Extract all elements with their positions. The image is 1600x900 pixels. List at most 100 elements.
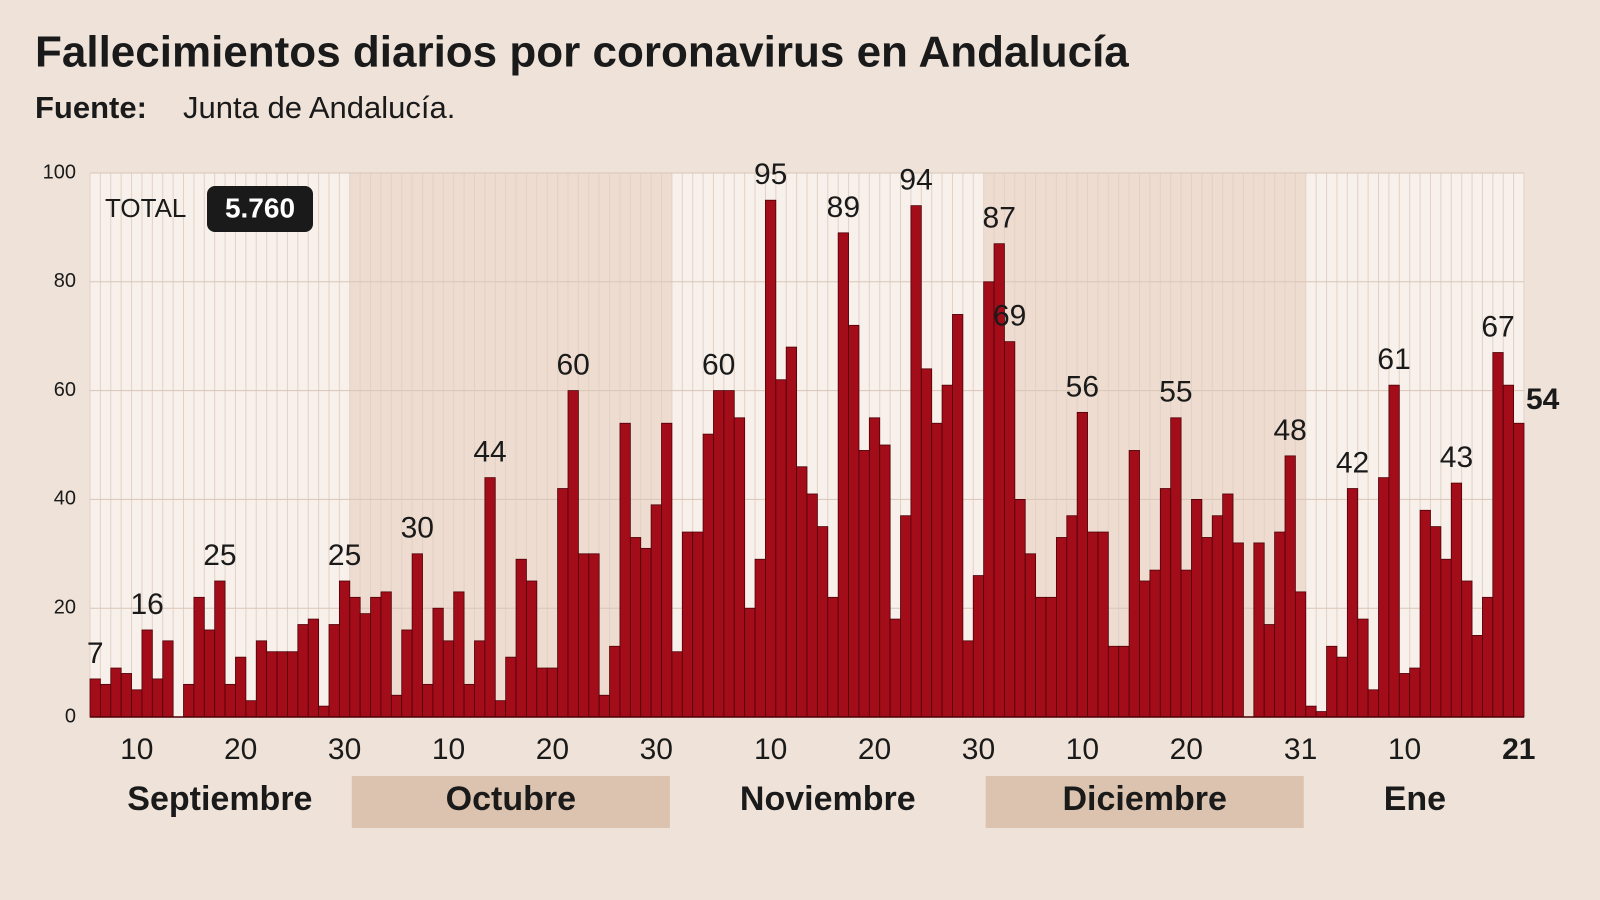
bar	[952, 314, 964, 718]
bar	[151, 678, 164, 718]
bar	[110, 667, 122, 718]
bar	[536, 667, 548, 718]
bar	[1180, 569, 1192, 718]
bar	[141, 629, 153, 718]
bar	[692, 531, 704, 718]
bar	[1222, 493, 1234, 718]
bar	[754, 558, 766, 718]
x-tick-label: 21	[1502, 733, 1535, 766]
bar	[224, 683, 236, 718]
y-tick-label: 60	[54, 379, 76, 401]
bar	[1388, 384, 1400, 718]
bar	[1357, 618, 1369, 718]
bar	[1502, 384, 1515, 718]
bar	[765, 199, 777, 718]
x-tick-label: 10	[120, 733, 153, 766]
bar	[422, 683, 434, 718]
bar	[837, 232, 849, 718]
value-label: 42	[1336, 446, 1369, 479]
x-tick-label: 30	[640, 733, 673, 766]
bar	[671, 651, 683, 718]
bar	[401, 629, 413, 718]
bar	[1087, 531, 1099, 718]
x-tick-label: 30	[962, 733, 995, 766]
bar	[785, 346, 798, 718]
bar	[827, 596, 839, 718]
value-label: 25	[328, 539, 361, 572]
bar	[806, 493, 818, 718]
bar	[1294, 591, 1307, 718]
x-tick-label: 20	[858, 733, 891, 766]
bar	[1107, 645, 1120, 718]
month-label: Diciembre	[1063, 780, 1227, 818]
total-box	[207, 186, 313, 232]
y-tick-label: 100	[43, 161, 76, 183]
value-label: 48	[1274, 414, 1307, 447]
bar	[775, 379, 787, 718]
month-band	[349, 173, 672, 717]
value-label: 16	[130, 588, 163, 621]
bar	[931, 422, 943, 718]
total-value: 5.760	[225, 192, 295, 223]
bar	[920, 368, 933, 718]
bar	[1450, 482, 1463, 718]
bar	[245, 700, 257, 718]
value-label: 61	[1377, 343, 1410, 376]
bar	[1097, 531, 1109, 718]
bar	[287, 651, 299, 718]
bar	[1284, 455, 1296, 718]
x-tick-label: 30	[328, 733, 361, 766]
bar	[744, 607, 756, 718]
bar	[463, 683, 475, 718]
bar	[640, 547, 652, 718]
bar	[442, 640, 455, 718]
bar	[1118, 645, 1130, 718]
value-label: 7	[87, 637, 104, 670]
bar	[1170, 417, 1182, 718]
bar	[879, 444, 891, 718]
bar	[577, 553, 590, 718]
bar	[505, 656, 517, 718]
bar	[318, 705, 330, 718]
x-tick-label: 10	[754, 733, 787, 766]
month-label-box	[351, 776, 670, 828]
bar	[1419, 509, 1431, 718]
x-tick-label: 10	[1066, 733, 1099, 766]
month-label: Octubre	[446, 780, 576, 818]
bar	[1305, 705, 1317, 718]
bar	[848, 324, 860, 718]
value-label: 94	[899, 164, 932, 197]
bar	[889, 618, 901, 718]
bar	[1471, 635, 1483, 718]
bar	[1398, 673, 1411, 718]
bar	[588, 553, 600, 718]
value-label: 89	[827, 191, 860, 224]
bar	[858, 450, 870, 718]
y-tick-label: 20	[54, 596, 76, 618]
bar	[307, 618, 320, 718]
bar	[1430, 526, 1442, 718]
bar	[453, 591, 465, 718]
bar	[546, 667, 559, 718]
bar	[972, 575, 985, 718]
bar	[494, 700, 507, 718]
value-label: 69	[993, 300, 1026, 333]
bar	[650, 504, 662, 718]
bar	[1315, 711, 1327, 718]
source: Junta de Andalucía.	[183, 90, 455, 125]
y-tick-label: 0	[65, 705, 76, 727]
bar	[1045, 596, 1057, 718]
value-label: 56	[1066, 370, 1099, 403]
bar	[1461, 580, 1473, 718]
month-label: Noviembre	[740, 780, 916, 818]
bar	[349, 596, 361, 718]
bar	[1336, 656, 1348, 718]
bar	[131, 689, 143, 718]
bar	[1149, 569, 1161, 718]
bar	[983, 281, 995, 718]
total-label: TOTAL	[105, 193, 186, 223]
bar	[661, 422, 673, 718]
bar	[162, 640, 174, 718]
bar	[235, 656, 247, 718]
bar	[411, 553, 423, 718]
